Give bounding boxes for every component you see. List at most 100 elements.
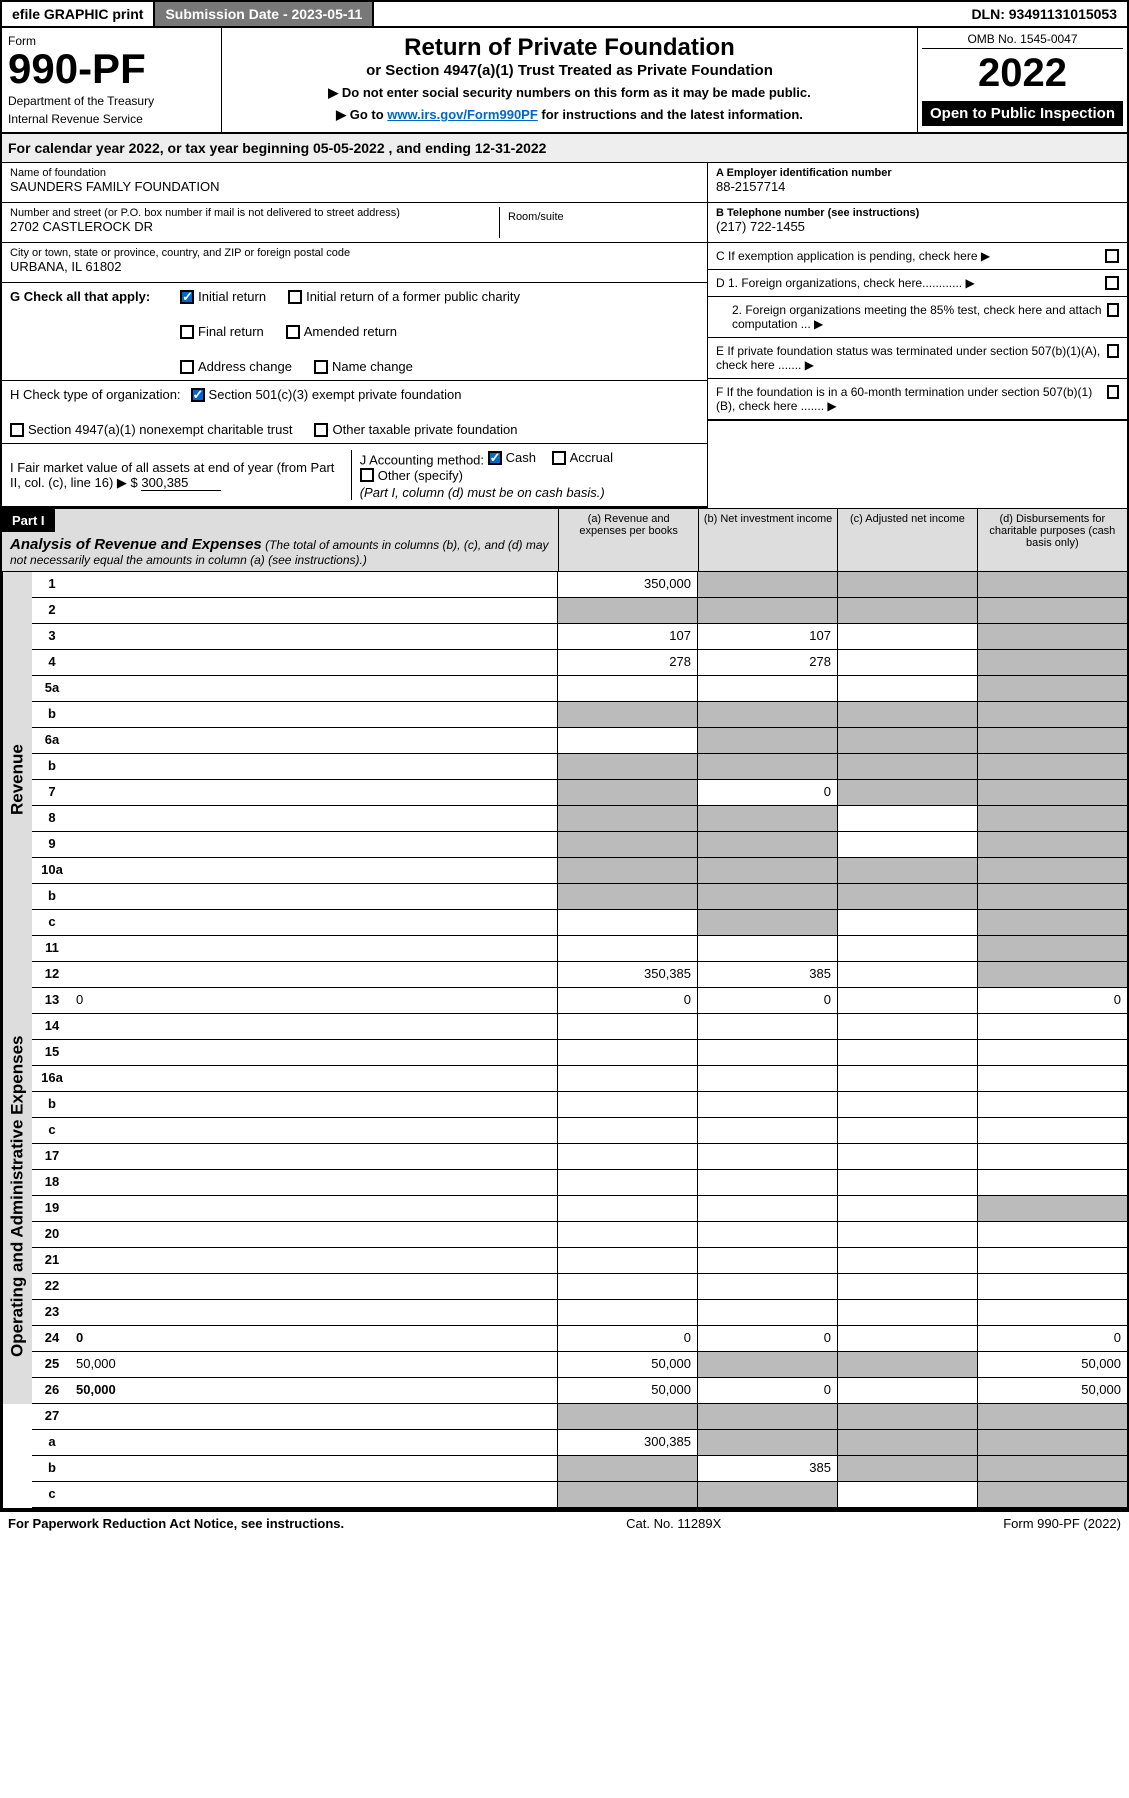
cell-col-a <box>557 910 697 935</box>
cash-checkbox[interactable] <box>488 451 502 465</box>
phone-row: B Telephone number (see instructions) (2… <box>708 203 1127 243</box>
top-bar: efile GRAPHIC print Submission Date - 20… <box>0 0 1129 28</box>
table-row: c <box>32 1482 1127 1508</box>
accrual-checkbox[interactable] <box>552 451 566 465</box>
cell-col-c <box>837 832 977 857</box>
col-c-header: (c) Adjusted net income <box>838 509 977 571</box>
line-number: 7 <box>32 780 72 805</box>
f-row: F If the foundation is in a 60-month ter… <box>708 379 1127 421</box>
cell-col-a: 50,000 <box>557 1378 697 1403</box>
line-description <box>72 1118 557 1143</box>
d1-checkbox[interactable] <box>1105 276 1119 290</box>
cell-col-a: 0 <box>557 1326 697 1351</box>
header-left: Form 990-PF Department of the Treasury I… <box>2 28 222 132</box>
cell-col-c <box>837 988 977 1013</box>
cell-col-a <box>557 858 697 883</box>
expenses-side-label: Operating and Administrative Expenses <box>2 988 32 1404</box>
cell-col-b <box>697 1222 837 1247</box>
h1-checkbox[interactable] <box>191 388 205 402</box>
initial-return-checkbox[interactable] <box>180 290 194 304</box>
line-number: 8 <box>32 806 72 831</box>
dept-irs: Internal Revenue Service <box>8 112 215 126</box>
note2-post: for instructions and the latest informat… <box>538 107 803 122</box>
line-number: 24 <box>32 1326 72 1351</box>
table-row: 9 <box>32 832 1127 858</box>
revenue-rows: 1350,0002310710742782785ab6ab708910abc11… <box>32 572 1127 988</box>
line-description <box>72 702 557 727</box>
table-row: 1350,000 <box>32 572 1127 598</box>
line-description <box>72 884 557 909</box>
table-row: 240000 <box>32 1326 1127 1352</box>
addr-change-checkbox[interactable] <box>180 360 194 374</box>
g-label: G Check all that apply: <box>10 289 150 304</box>
cell-col-d <box>977 1196 1127 1221</box>
table-row: 23 <box>32 1300 1127 1326</box>
cell-col-d <box>977 936 1127 961</box>
table-row: 27 <box>32 1404 1127 1430</box>
table-row: 5a <box>32 676 1127 702</box>
note-ssn: ▶ Do not enter social security numbers o… <box>242 85 897 101</box>
name-change-checkbox[interactable] <box>314 360 328 374</box>
c-checkbox[interactable] <box>1105 249 1119 263</box>
cell-col-c <box>837 1014 977 1039</box>
j-block: J Accounting method: Cash Accrual Other … <box>351 450 699 500</box>
line-number: 18 <box>32 1170 72 1195</box>
expenses-section: Operating and Administrative Expenses 13… <box>0 988 1129 1404</box>
c-row: C If exemption application is pending, c… <box>708 243 1127 270</box>
amended-checkbox[interactable] <box>286 325 300 339</box>
final-return-label: Final return <box>198 324 264 339</box>
e-checkbox[interactable] <box>1107 344 1119 358</box>
line-number: 14 <box>32 1014 72 1039</box>
cell-col-d <box>977 1404 1127 1429</box>
table-row: 2650,00050,000050,000 <box>32 1378 1127 1404</box>
foundation-name: SAUNDERS FAMILY FOUNDATION <box>10 179 699 194</box>
cell-col-b <box>697 936 837 961</box>
initial-return-label: Initial return <box>198 289 266 304</box>
ein-value: 88-2157714 <box>716 179 1119 194</box>
cell-col-c <box>837 624 977 649</box>
cell-col-b <box>697 1066 837 1091</box>
cell-col-b <box>697 910 837 935</box>
table-row: a300,385 <box>32 1430 1127 1456</box>
h2-checkbox[interactable] <box>10 423 24 437</box>
form-subtitle: or Section 4947(a)(1) Trust Treated as P… <box>242 62 897 79</box>
cell-col-c <box>837 1456 977 1481</box>
f-checkbox[interactable] <box>1107 385 1119 399</box>
line-description: 0 <box>72 1326 557 1351</box>
h3-checkbox[interactable] <box>314 423 328 437</box>
line-number: 20 <box>32 1222 72 1247</box>
other-checkbox[interactable] <box>360 468 374 482</box>
table-row: 12350,385385 <box>32 962 1127 988</box>
entity-info: Name of foundation SAUNDERS FAMILY FOUND… <box>0 163 1129 508</box>
cell-col-d <box>977 1482 1127 1507</box>
cell-col-d <box>977 858 1127 883</box>
cell-col-d <box>977 728 1127 753</box>
cell-col-d <box>977 884 1127 909</box>
cell-col-a <box>557 1248 697 1273</box>
irs-link[interactable]: www.irs.gov/Form990PF <box>387 107 538 122</box>
cell-col-d <box>977 572 1127 597</box>
line-description <box>72 1456 557 1481</box>
cell-col-c <box>837 1352 977 1377</box>
line-description: 50,000 <box>72 1378 557 1403</box>
d2-checkbox[interactable] <box>1107 303 1119 317</box>
line-description <box>72 1170 557 1195</box>
initial-former-checkbox[interactable] <box>288 290 302 304</box>
cell-col-c <box>837 572 977 597</box>
cell-col-b <box>697 728 837 753</box>
expense-rows: 130000141516abc171819202122232400002550,… <box>32 988 1127 1404</box>
efile-label[interactable]: efile GRAPHIC print <box>2 2 155 26</box>
header-center: Return of Private Foundation or Section … <box>222 28 917 132</box>
amended-label: Amended return <box>304 324 397 339</box>
line-description <box>72 754 557 779</box>
e-label: E If private foundation status was termi… <box>716 344 1107 372</box>
cell-col-d <box>977 650 1127 675</box>
open-public-label: Open to Public Inspection <box>922 101 1123 126</box>
table-row: 20 <box>32 1222 1127 1248</box>
cell-col-a <box>557 806 697 831</box>
line-number: 1 <box>32 572 72 597</box>
part1-badge: Part I <box>2 509 55 532</box>
line-number: a <box>32 1430 72 1455</box>
form-ref: Form 990-PF (2022) <box>1003 1516 1121 1531</box>
final-return-checkbox[interactable] <box>180 325 194 339</box>
